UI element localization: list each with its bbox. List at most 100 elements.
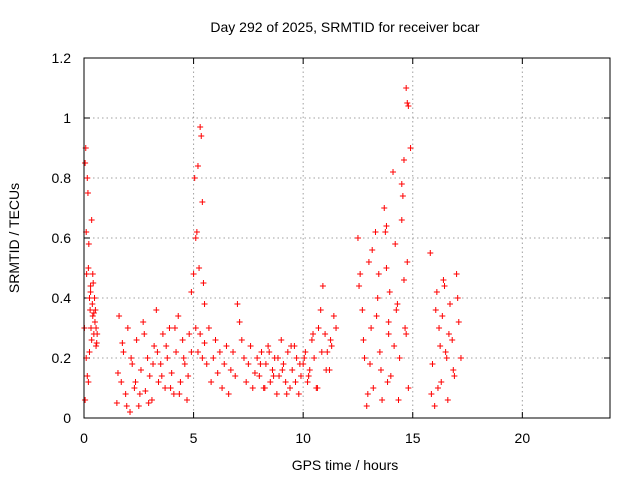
data-point bbox=[168, 370, 175, 376]
data-point bbox=[405, 385, 412, 391]
data-point bbox=[327, 337, 334, 343]
data-point bbox=[159, 331, 166, 337]
data-point bbox=[158, 373, 165, 379]
data-point bbox=[311, 355, 318, 361]
data-point bbox=[137, 367, 144, 373]
y-tick-label: 0.2 bbox=[52, 350, 72, 366]
data-point bbox=[145, 400, 152, 406]
data-point bbox=[140, 319, 147, 325]
data-point bbox=[450, 367, 457, 373]
data-point bbox=[88, 217, 95, 223]
data-point bbox=[191, 175, 198, 181]
data-point bbox=[200, 280, 207, 286]
data-point bbox=[287, 385, 294, 391]
data-point bbox=[444, 397, 451, 403]
data-point bbox=[440, 277, 447, 283]
data-point bbox=[84, 175, 91, 181]
data-point bbox=[404, 259, 411, 265]
x-tick-label: 10 bbox=[295, 430, 311, 446]
data-point bbox=[359, 307, 366, 313]
x-tick-label: 0 bbox=[80, 430, 88, 446]
data-point bbox=[295, 391, 302, 397]
chart-title: Day 292 of 2025, SRMTID for receiver bca… bbox=[210, 19, 480, 35]
data-point bbox=[128, 355, 135, 361]
data-point bbox=[132, 379, 139, 385]
data-point bbox=[428, 391, 435, 397]
data-point bbox=[205, 325, 212, 331]
data-point bbox=[270, 373, 277, 379]
y-tick-label: 0.8 bbox=[52, 170, 72, 186]
data-point bbox=[175, 313, 182, 319]
data-point bbox=[383, 265, 390, 271]
data-point bbox=[142, 388, 149, 394]
data-point bbox=[403, 331, 410, 337]
data-point bbox=[93, 343, 100, 349]
data-point bbox=[297, 373, 304, 379]
data-point bbox=[219, 385, 226, 391]
data-point bbox=[441, 283, 448, 289]
data-point bbox=[151, 343, 158, 349]
data-point bbox=[247, 343, 254, 349]
data-point bbox=[131, 385, 138, 391]
data-point bbox=[398, 181, 405, 187]
data-point bbox=[274, 355, 281, 361]
data-point bbox=[221, 361, 228, 367]
data-point bbox=[84, 190, 91, 196]
data-point bbox=[167, 385, 174, 391]
data-point bbox=[89, 313, 96, 319]
data-point bbox=[154, 349, 161, 355]
y-tick-label: 0.6 bbox=[52, 230, 72, 246]
data-point bbox=[356, 283, 363, 289]
data-point bbox=[381, 205, 388, 211]
data-point bbox=[405, 103, 412, 109]
data-point bbox=[301, 355, 308, 361]
data-point bbox=[197, 331, 204, 337]
data-point bbox=[283, 391, 290, 397]
data-point bbox=[377, 367, 384, 373]
data-point bbox=[368, 325, 375, 331]
data-point bbox=[93, 340, 100, 346]
plot-frame bbox=[83, 57, 611, 419]
data-point bbox=[292, 379, 299, 385]
data-point bbox=[261, 385, 268, 391]
data-point bbox=[254, 355, 261, 361]
data-point bbox=[199, 199, 206, 205]
y-tick-label: 0.4 bbox=[52, 290, 72, 306]
data-point bbox=[387, 373, 394, 379]
data-point bbox=[186, 331, 193, 337]
data-point bbox=[256, 373, 263, 379]
data-point bbox=[162, 385, 169, 391]
data-point bbox=[179, 337, 186, 343]
x-tick-label: 5 bbox=[190, 430, 198, 446]
data-point bbox=[164, 355, 171, 361]
data-point bbox=[445, 331, 452, 337]
data-point bbox=[129, 361, 136, 367]
data-point bbox=[269, 367, 276, 373]
data-point bbox=[306, 367, 313, 373]
data-point bbox=[276, 373, 283, 379]
data-point bbox=[433, 289, 440, 295]
data-point bbox=[94, 331, 101, 337]
data-point bbox=[427, 250, 434, 256]
data-point bbox=[376, 349, 383, 355]
data-point bbox=[133, 337, 140, 343]
data-point bbox=[188, 349, 195, 355]
data-point bbox=[84, 373, 91, 379]
data-point bbox=[234, 301, 241, 307]
data-point bbox=[360, 337, 367, 343]
data-point bbox=[451, 373, 458, 379]
data-point bbox=[214, 370, 221, 376]
data-point bbox=[166, 325, 173, 331]
data-point bbox=[404, 100, 411, 106]
data-point bbox=[210, 355, 217, 361]
data-point bbox=[197, 124, 204, 130]
data-point bbox=[176, 391, 183, 397]
data-point bbox=[267, 379, 274, 385]
data-point bbox=[370, 385, 377, 391]
data-point bbox=[293, 355, 300, 361]
data-point bbox=[443, 355, 450, 361]
data-point bbox=[240, 355, 247, 361]
data-points bbox=[81, 85, 464, 415]
data-point bbox=[153, 307, 160, 313]
data-point bbox=[249, 385, 256, 391]
